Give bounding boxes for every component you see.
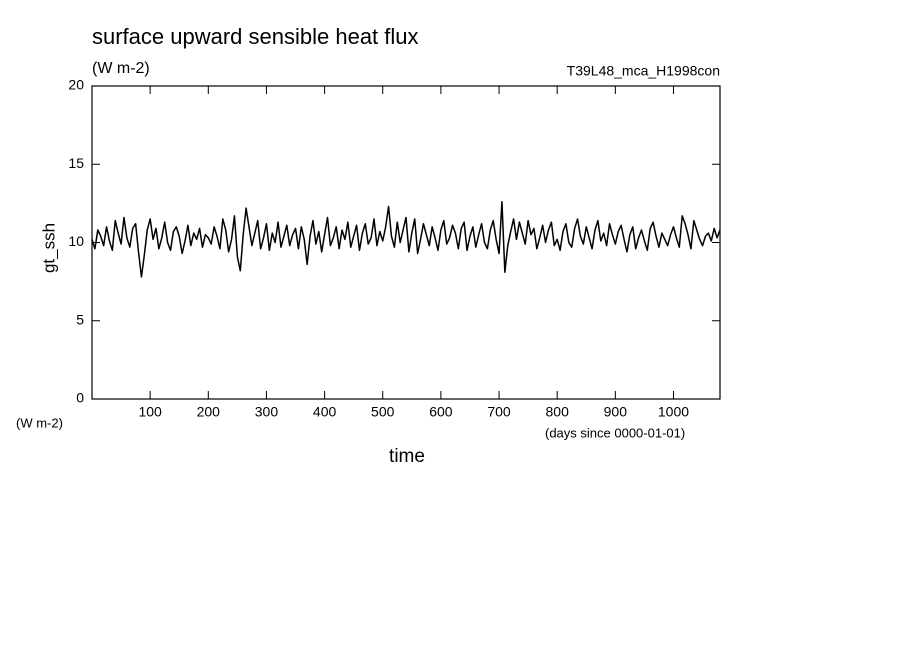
x-tick-label: 300	[255, 404, 279, 420]
x-tick-label: 600	[429, 404, 453, 420]
y-unit: (W m-2)	[16, 415, 63, 430]
x-tick-label: 900	[604, 404, 628, 420]
x-tick-label: 800	[546, 404, 570, 420]
annotation: T39L48_mca_H1998con	[567, 63, 720, 79]
x-tick-label: 500	[371, 404, 395, 420]
x-tick-label: 400	[313, 404, 337, 420]
x-unit: (days since 0000-01-01)	[545, 425, 685, 440]
x-tick-label: 100	[138, 404, 162, 420]
x-axis-label: time	[389, 446, 425, 467]
y-tick-label: 0	[76, 390, 84, 406]
y-tick-label: 20	[68, 77, 84, 93]
data-line	[91, 201, 721, 278]
chart-subtitle: (W m-2)	[92, 60, 150, 77]
x-tick-label: 1000	[658, 404, 689, 420]
y-tick-label: 15	[68, 155, 84, 171]
plot-frame	[91, 85, 721, 400]
y-tick-label: 5	[76, 311, 84, 327]
y-axis-label: gt_ssh	[39, 223, 58, 273]
x-tick-label: 200	[197, 404, 221, 420]
x-tick-label: 700	[487, 404, 511, 420]
y-tick-label: 10	[68, 233, 84, 249]
chart-title: surface upward sensible heat flux	[92, 24, 419, 49]
